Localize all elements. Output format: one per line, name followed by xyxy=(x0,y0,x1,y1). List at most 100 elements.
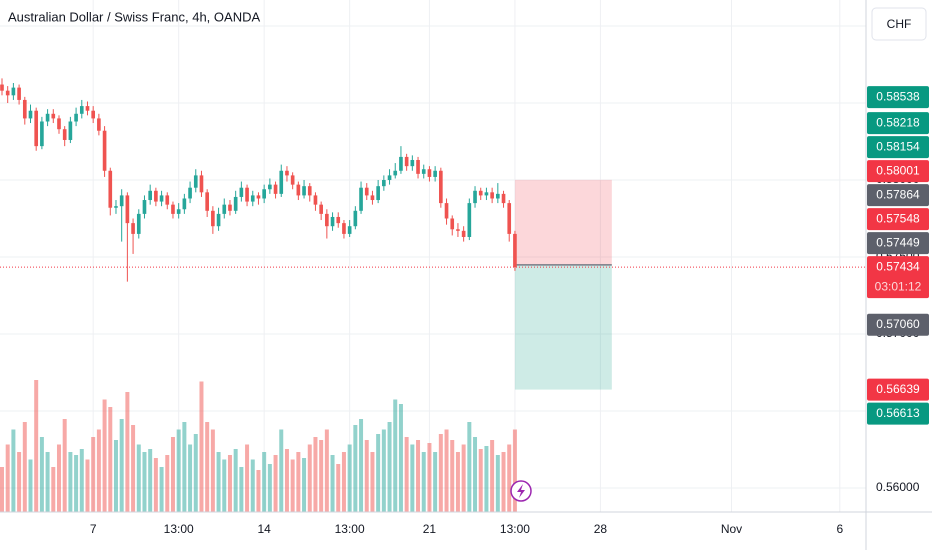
volume-bar xyxy=(273,455,278,512)
volume-bar xyxy=(153,458,158,512)
volume-bar xyxy=(159,467,164,512)
price-label-box xyxy=(867,256,929,299)
candle-body xyxy=(176,209,181,214)
candle-body xyxy=(319,204,323,214)
volume-bar xyxy=(490,440,495,512)
candles xyxy=(0,78,866,282)
candle-body xyxy=(45,113,50,122)
volume-bar xyxy=(131,425,136,512)
volume-bar xyxy=(188,444,193,512)
volume-bar xyxy=(381,429,386,512)
volume-bar xyxy=(319,440,324,512)
x-tick-label: 13:00 xyxy=(500,522,530,536)
volume-bar xyxy=(108,407,113,512)
volume-bar xyxy=(262,452,267,512)
candle-body xyxy=(114,206,118,208)
volume-bar xyxy=(461,444,466,512)
currency-button-label[interactable]: CHF xyxy=(887,17,912,31)
candle-body xyxy=(102,130,107,171)
candle-body xyxy=(353,210,358,227)
candle-body xyxy=(262,189,266,199)
candle-body xyxy=(256,195,261,199)
volume-bar xyxy=(51,467,56,512)
price-label: 0.58538 xyxy=(876,89,920,103)
candle-body xyxy=(199,175,204,193)
volume-bar xyxy=(473,437,478,512)
candle-body xyxy=(461,230,466,237)
volume-bar xyxy=(11,429,16,512)
event-icon-bolt xyxy=(517,484,525,498)
price-label-box xyxy=(867,184,929,207)
candle-body xyxy=(478,190,483,196)
price-label: 0.57060 xyxy=(876,317,920,331)
volume-bar xyxy=(22,422,27,512)
volume-bar xyxy=(398,404,403,512)
candle-body xyxy=(0,84,4,91)
candle-body xyxy=(330,216,335,227)
volume-bar xyxy=(102,399,107,512)
candle-body xyxy=(450,218,455,230)
volume-bar xyxy=(484,446,489,512)
price-labels: 0.58538 0.58218 0.58154 0.58001 0.57864 0.575… xyxy=(867,86,929,425)
price-label-box xyxy=(867,313,929,336)
x-tick-label: 28 xyxy=(594,522,608,536)
volume-bar xyxy=(296,452,301,512)
volume-bar xyxy=(307,444,312,512)
price-label-box xyxy=(867,208,929,231)
volume-bar xyxy=(313,437,318,512)
candle-body xyxy=(456,229,460,231)
volume-bar xyxy=(290,459,295,512)
volume-bar xyxy=(136,444,141,512)
candle-body xyxy=(188,187,192,199)
candle-body xyxy=(279,170,284,194)
candle-body xyxy=(148,190,152,201)
volume-bar xyxy=(376,434,381,512)
price-label: 0.56639 xyxy=(876,382,920,396)
candle-body xyxy=(136,213,141,234)
volume-bar xyxy=(210,429,215,512)
volume-bar xyxy=(353,425,358,512)
candle-body xyxy=(416,159,420,174)
candle-body xyxy=(290,175,295,185)
candle-body xyxy=(79,106,84,114)
countdown: 03:01:12 xyxy=(875,279,922,293)
candle-body xyxy=(285,170,289,176)
candle-body xyxy=(302,186,306,196)
volume-bar xyxy=(74,455,79,512)
candle-body xyxy=(62,129,67,140)
volume-bar xyxy=(176,429,181,512)
volume-bar xyxy=(404,437,409,512)
volume-bar xyxy=(250,459,255,512)
candle-body xyxy=(182,198,187,210)
volume-bar xyxy=(34,380,39,512)
candle-body xyxy=(211,210,215,227)
candle-body xyxy=(370,195,375,201)
volume-bar xyxy=(501,452,506,512)
candle-body xyxy=(119,195,124,207)
volume-bar xyxy=(387,422,392,512)
volume-bar xyxy=(245,444,250,512)
volume-bar xyxy=(199,381,204,512)
candle-body xyxy=(245,187,249,202)
candle-body xyxy=(216,213,221,227)
volume-bar xyxy=(193,434,198,512)
candle-body xyxy=(382,180,386,187)
volume-bar xyxy=(421,452,426,512)
candle-body xyxy=(473,190,477,204)
position-tool xyxy=(514,179,612,390)
volume-bar xyxy=(119,419,124,512)
volume-bar xyxy=(256,470,261,512)
candle-body xyxy=(11,87,16,96)
price-label: 0.57864 xyxy=(876,187,920,201)
volume-bar xyxy=(5,444,10,512)
y-tick-label: 0.56000 xyxy=(876,480,920,494)
volume-bar xyxy=(450,440,455,512)
volume-bar xyxy=(324,429,329,512)
candle-body xyxy=(490,192,494,199)
volume-bar xyxy=(233,449,238,512)
currency-button[interactable] xyxy=(871,7,927,41)
volume-bar xyxy=(279,429,284,512)
x-tick-label: 13:00 xyxy=(164,522,194,536)
